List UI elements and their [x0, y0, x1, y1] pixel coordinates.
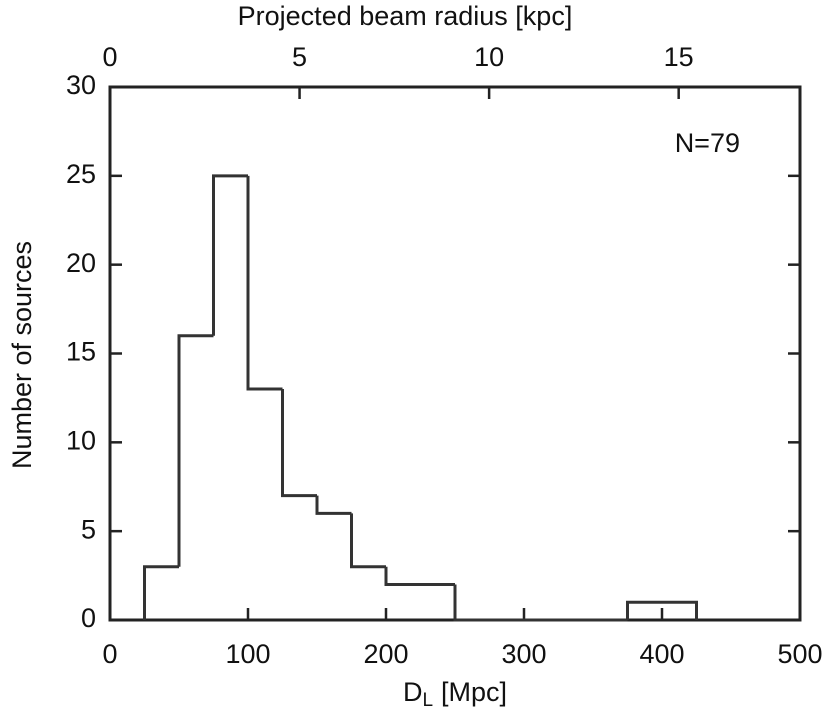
histogram-bin [662, 600, 698, 620]
x-tick-label: 200 [363, 639, 408, 669]
top-tick-label: 5 [292, 42, 307, 72]
top-tick-label: 10 [474, 42, 504, 72]
histogram-bin [315, 495, 352, 515]
histogram-bin [384, 566, 421, 586]
plot-frame [108, 85, 802, 622]
x-tick-label: 500 [777, 639, 822, 669]
histogram-bin [626, 600, 662, 620]
x-label-rest: [Mpc] [441, 677, 507, 707]
x-tick-label: 100 [225, 639, 270, 669]
y-tick-label: 10 [66, 425, 96, 455]
x-tick-label: 0 [102, 639, 117, 669]
histogram-bin [350, 513, 386, 569]
histogram-bin [281, 389, 317, 498]
top-tick-label: 15 [664, 42, 694, 72]
y-tick-label: 15 [66, 337, 96, 367]
y-tick-label: 20 [66, 248, 96, 278]
x-tick-label: 400 [639, 639, 684, 669]
histogram-bin [453, 584, 490, 622]
top-tick-label: 0 [102, 42, 117, 72]
y-tick-label: 0 [81, 603, 96, 633]
x-label-main: D [403, 677, 423, 707]
x-label-sub: L [422, 690, 433, 711]
histogram-bin [177, 334, 214, 567]
histogram-bin [143, 565, 179, 620]
annotation: N=79 [675, 128, 740, 158]
x-tick-label: 300 [501, 639, 546, 669]
histogram-bin [212, 174, 248, 336]
y-tick-label: 5 [81, 514, 96, 544]
x-axis-title: DL [Mpc] [403, 677, 507, 711]
y-tick-label: 30 [66, 70, 96, 100]
y-axis-title: Number of sources [7, 241, 37, 469]
y-tick-label: 25 [66, 159, 96, 189]
histogram-bin [246, 175, 283, 391]
top-axis-title: Projected beam radius [kpc] [238, 1, 573, 31]
